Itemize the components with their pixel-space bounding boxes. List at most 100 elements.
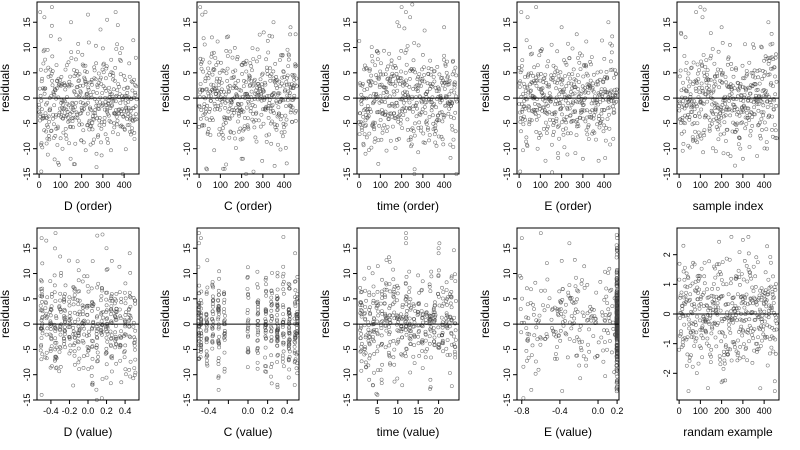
data-point xyxy=(230,55,235,60)
data-point xyxy=(598,280,603,284)
data-point xyxy=(201,36,206,41)
data-point xyxy=(112,78,117,83)
data-point xyxy=(721,331,725,336)
data-point xyxy=(715,286,720,291)
data-point xyxy=(44,311,49,316)
data-point xyxy=(453,82,457,87)
data-point xyxy=(525,286,529,291)
data-point xyxy=(104,290,108,295)
y-tick-label: -15 xyxy=(662,167,672,180)
data-point xyxy=(694,336,699,341)
data-point xyxy=(547,296,552,301)
data-point xyxy=(205,285,210,290)
data-point xyxy=(437,118,441,123)
data-point xyxy=(72,349,77,354)
data-point xyxy=(210,284,215,288)
data-point xyxy=(123,367,128,372)
data-point xyxy=(385,67,389,72)
y-tick-label: -10 xyxy=(182,142,192,155)
data-point xyxy=(119,59,123,63)
data-point xyxy=(263,311,268,316)
data-point xyxy=(114,324,118,328)
data-point xyxy=(400,383,405,388)
data-point xyxy=(543,72,548,77)
data-point xyxy=(46,114,51,119)
data-point xyxy=(766,277,771,282)
data-point xyxy=(428,82,433,86)
data-point xyxy=(758,136,763,141)
data-point xyxy=(387,317,392,322)
data-point xyxy=(583,119,588,124)
data-point xyxy=(236,78,241,83)
data-point xyxy=(700,326,704,330)
data-point xyxy=(222,300,226,305)
data-point xyxy=(263,277,268,282)
data-point xyxy=(65,95,69,99)
data-point xyxy=(445,326,450,331)
data-point xyxy=(404,314,409,319)
data-point xyxy=(527,122,532,127)
data-point xyxy=(90,121,95,125)
data-point xyxy=(380,362,384,367)
data-point xyxy=(391,277,396,282)
data-point xyxy=(52,283,57,288)
data-point xyxy=(434,144,439,148)
data-point xyxy=(384,282,389,287)
data-point xyxy=(292,383,297,387)
data-point xyxy=(585,115,589,120)
data-point xyxy=(755,260,760,265)
y-tick-label: 0 xyxy=(342,96,352,101)
data-point xyxy=(451,137,456,142)
data-point xyxy=(41,61,46,66)
data-point xyxy=(683,68,688,72)
data-point xyxy=(110,96,115,101)
data-point xyxy=(62,337,66,341)
data-point xyxy=(368,305,372,310)
data-point xyxy=(287,282,292,287)
data-point xyxy=(526,71,531,76)
data-point xyxy=(281,282,285,287)
data-point xyxy=(99,396,104,400)
data-point xyxy=(113,10,118,14)
data-point xyxy=(540,86,545,91)
data-point xyxy=(127,251,132,256)
data-point xyxy=(255,346,260,350)
data-point xyxy=(206,126,211,131)
y-tick-label: -10 xyxy=(22,368,32,381)
data-point xyxy=(117,92,122,96)
y-tick-label: 5 xyxy=(502,296,512,301)
data-point xyxy=(132,137,137,141)
data-point xyxy=(754,255,759,260)
data-point xyxy=(707,259,711,264)
data-point xyxy=(420,316,424,320)
data-point xyxy=(134,112,138,116)
data-point xyxy=(228,49,233,54)
data-point xyxy=(444,280,449,285)
data-point xyxy=(47,134,51,138)
data-point xyxy=(683,265,687,270)
data-point xyxy=(201,57,205,62)
data-point xyxy=(681,314,686,319)
y-tick-label: -10 xyxy=(342,368,352,381)
data-point xyxy=(222,350,227,355)
data-point xyxy=(76,346,81,351)
data-point xyxy=(232,46,237,50)
data-point xyxy=(45,48,50,52)
data-point xyxy=(395,291,400,296)
data-point xyxy=(524,38,529,43)
data-point xyxy=(199,334,204,338)
data-point xyxy=(452,342,456,347)
data-point xyxy=(405,295,409,299)
data-point xyxy=(552,332,556,337)
data-point xyxy=(738,345,742,349)
data-point xyxy=(370,124,375,128)
data-point xyxy=(104,66,109,71)
data-point xyxy=(534,117,539,122)
data-point xyxy=(526,90,531,95)
data-point xyxy=(255,319,260,323)
data-point xyxy=(275,343,279,348)
data-point xyxy=(127,294,132,299)
data-point xyxy=(367,377,372,382)
data-point xyxy=(252,96,257,101)
data-point xyxy=(87,329,91,334)
